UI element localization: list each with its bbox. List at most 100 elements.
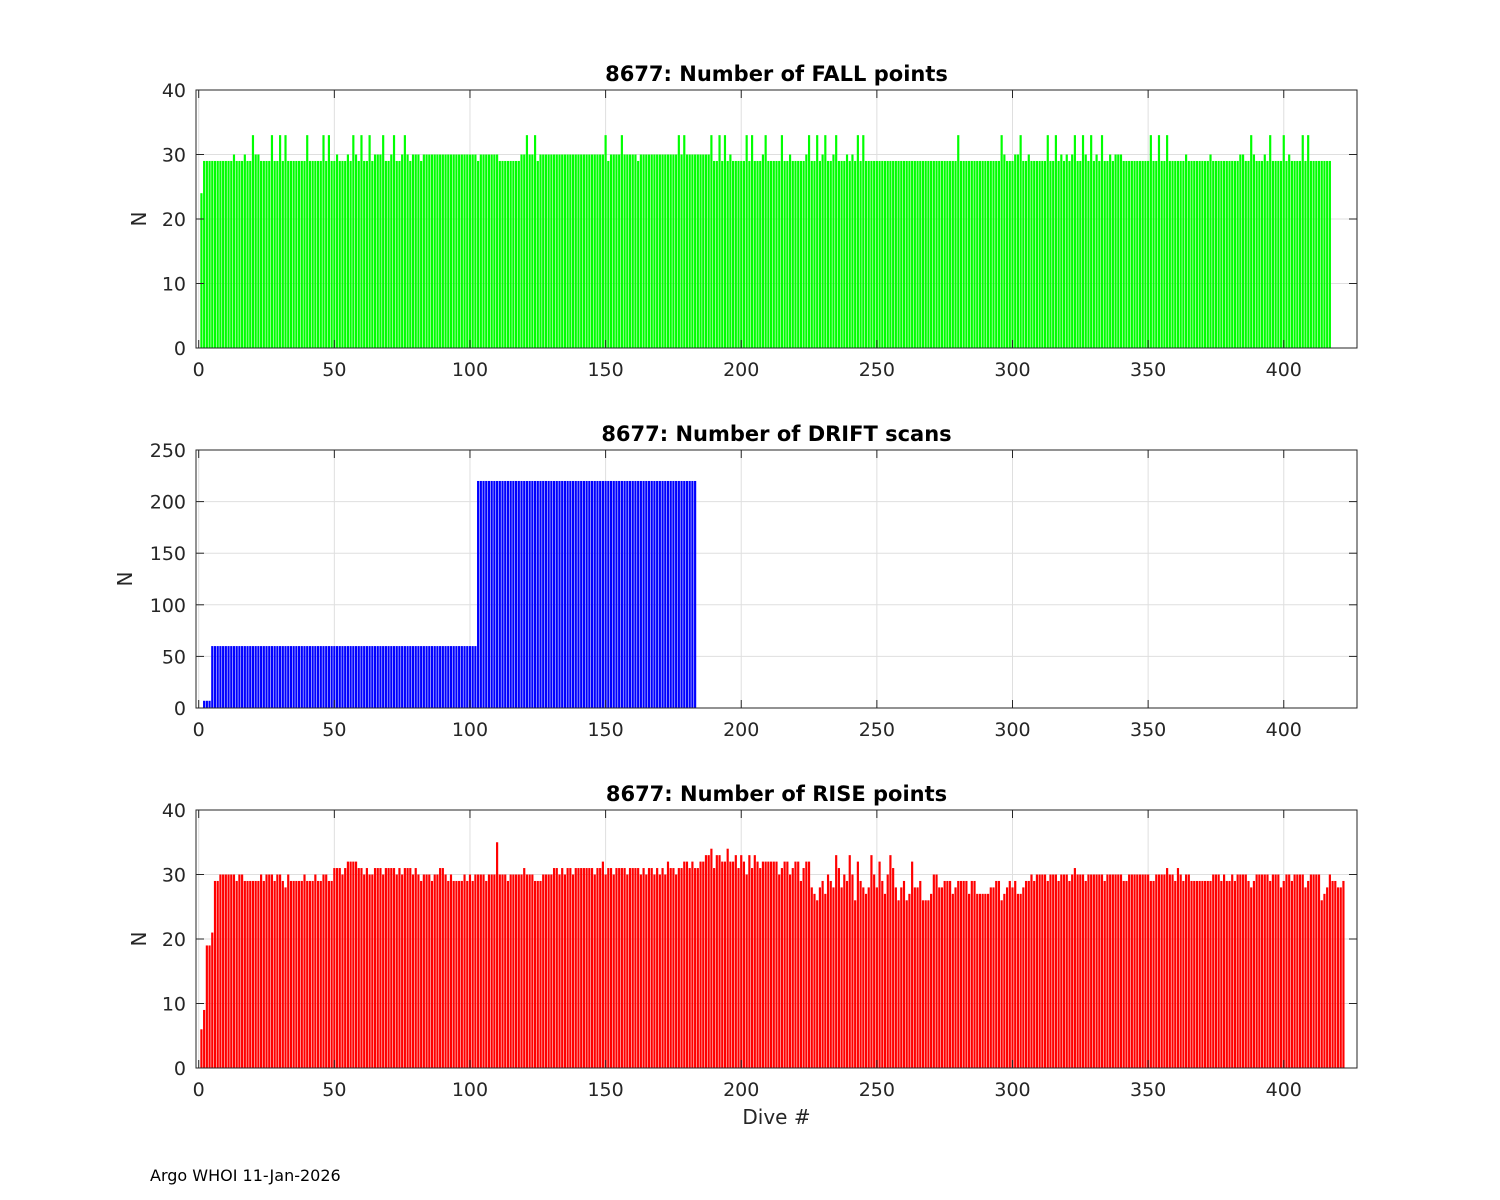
- bar: [463, 874, 466, 1068]
- bar: [1016, 154, 1020, 348]
- bar: [1024, 160, 1028, 348]
- bar: [485, 154, 488, 348]
- bar: [243, 880, 246, 1068]
- bar: [753, 160, 756, 348]
- bar: [609, 480, 613, 708]
- bar: [1024, 880, 1028, 1068]
- bar: [1198, 880, 1201, 1068]
- bar: [468, 874, 472, 1068]
- bar: [487, 480, 491, 708]
- bar: [769, 861, 773, 1068]
- bar: [628, 154, 632, 348]
- bar: [859, 880, 862, 1068]
- bar: [677, 480, 680, 708]
- bar: [987, 893, 990, 1068]
- bar: [563, 154, 566, 348]
- bar: [588, 868, 591, 1068]
- bar: [691, 154, 694, 348]
- bar: [1041, 874, 1044, 1068]
- bar: [650, 154, 653, 348]
- bar: [254, 646, 257, 708]
- bar: [1171, 874, 1174, 1068]
- bar: [704, 855, 708, 1068]
- bar: [900, 887, 903, 1068]
- bar: [894, 887, 897, 1068]
- bar: [1081, 135, 1085, 348]
- x-tick-label: 0: [193, 359, 205, 381]
- bar: [1304, 887, 1307, 1068]
- bar: [1293, 160, 1296, 348]
- bar: [919, 880, 922, 1068]
- bar: [297, 880, 301, 1068]
- bar: [547, 874, 550, 1068]
- bar: [460, 880, 463, 1068]
- bar: [940, 887, 944, 1068]
- bar: [620, 480, 623, 708]
- bar: [555, 480, 558, 708]
- bar: [265, 874, 268, 1068]
- bar: [1003, 154, 1006, 348]
- bar: [504, 160, 507, 348]
- x-tick-label: 100: [452, 1079, 488, 1101]
- bar: [498, 160, 501, 348]
- bar: [363, 160, 366, 348]
- bar: [260, 160, 263, 348]
- bar: [208, 160, 211, 348]
- bar: [436, 154, 439, 348]
- bar: [295, 646, 298, 708]
- bar: [482, 480, 485, 708]
- bar: [284, 646, 287, 708]
- bar: [373, 154, 377, 348]
- bar: [989, 160, 992, 348]
- bar: [637, 480, 640, 708]
- bar: [647, 868, 651, 1068]
- bar: [688, 154, 691, 348]
- bar: [257, 154, 260, 348]
- bar: [485, 880, 488, 1068]
- bar: [496, 480, 499, 708]
- bar: [615, 868, 618, 1068]
- bar: [658, 874, 661, 1068]
- bar: [276, 160, 279, 348]
- bar: [1068, 880, 1071, 1068]
- bar: [1241, 154, 1245, 348]
- x-tick-label: 350: [1130, 359, 1166, 381]
- bar: [444, 646, 447, 708]
- bar: [330, 160, 333, 348]
- bar: [1274, 874, 1277, 1068]
- bar: [1016, 893, 1020, 1068]
- bar: [764, 861, 767, 1068]
- bar: [1073, 135, 1076, 348]
- bar: [675, 154, 678, 348]
- bar: [593, 874, 596, 1068]
- bar: [1033, 160, 1036, 348]
- bar: [623, 154, 626, 348]
- bar: [279, 874, 282, 1068]
- x-tick-label: 50: [322, 719, 346, 741]
- bar: [1119, 154, 1123, 348]
- bar: [1111, 160, 1114, 348]
- bar: [539, 480, 542, 708]
- bar: [1336, 887, 1340, 1068]
- bar: [1008, 160, 1011, 348]
- bar: [566, 480, 569, 708]
- bar: [1298, 874, 1302, 1068]
- bar: [778, 874, 781, 1068]
- bar: [1081, 874, 1085, 1068]
- bar: [721, 160, 724, 348]
- y-tick-label: 10: [162, 994, 186, 1016]
- bar: [932, 874, 935, 1068]
- bar: [544, 480, 548, 708]
- bar: [775, 160, 778, 348]
- bar: [447, 154, 450, 348]
- bar: [1014, 880, 1017, 1068]
- bar: [813, 893, 816, 1068]
- bar: [571, 154, 575, 348]
- bar: [748, 160, 751, 348]
- bar: [357, 646, 360, 708]
- bar: [997, 160, 1001, 348]
- bar: [848, 160, 851, 348]
- bar: [609, 154, 613, 348]
- bar: [845, 880, 849, 1068]
- bar: [637, 868, 640, 1068]
